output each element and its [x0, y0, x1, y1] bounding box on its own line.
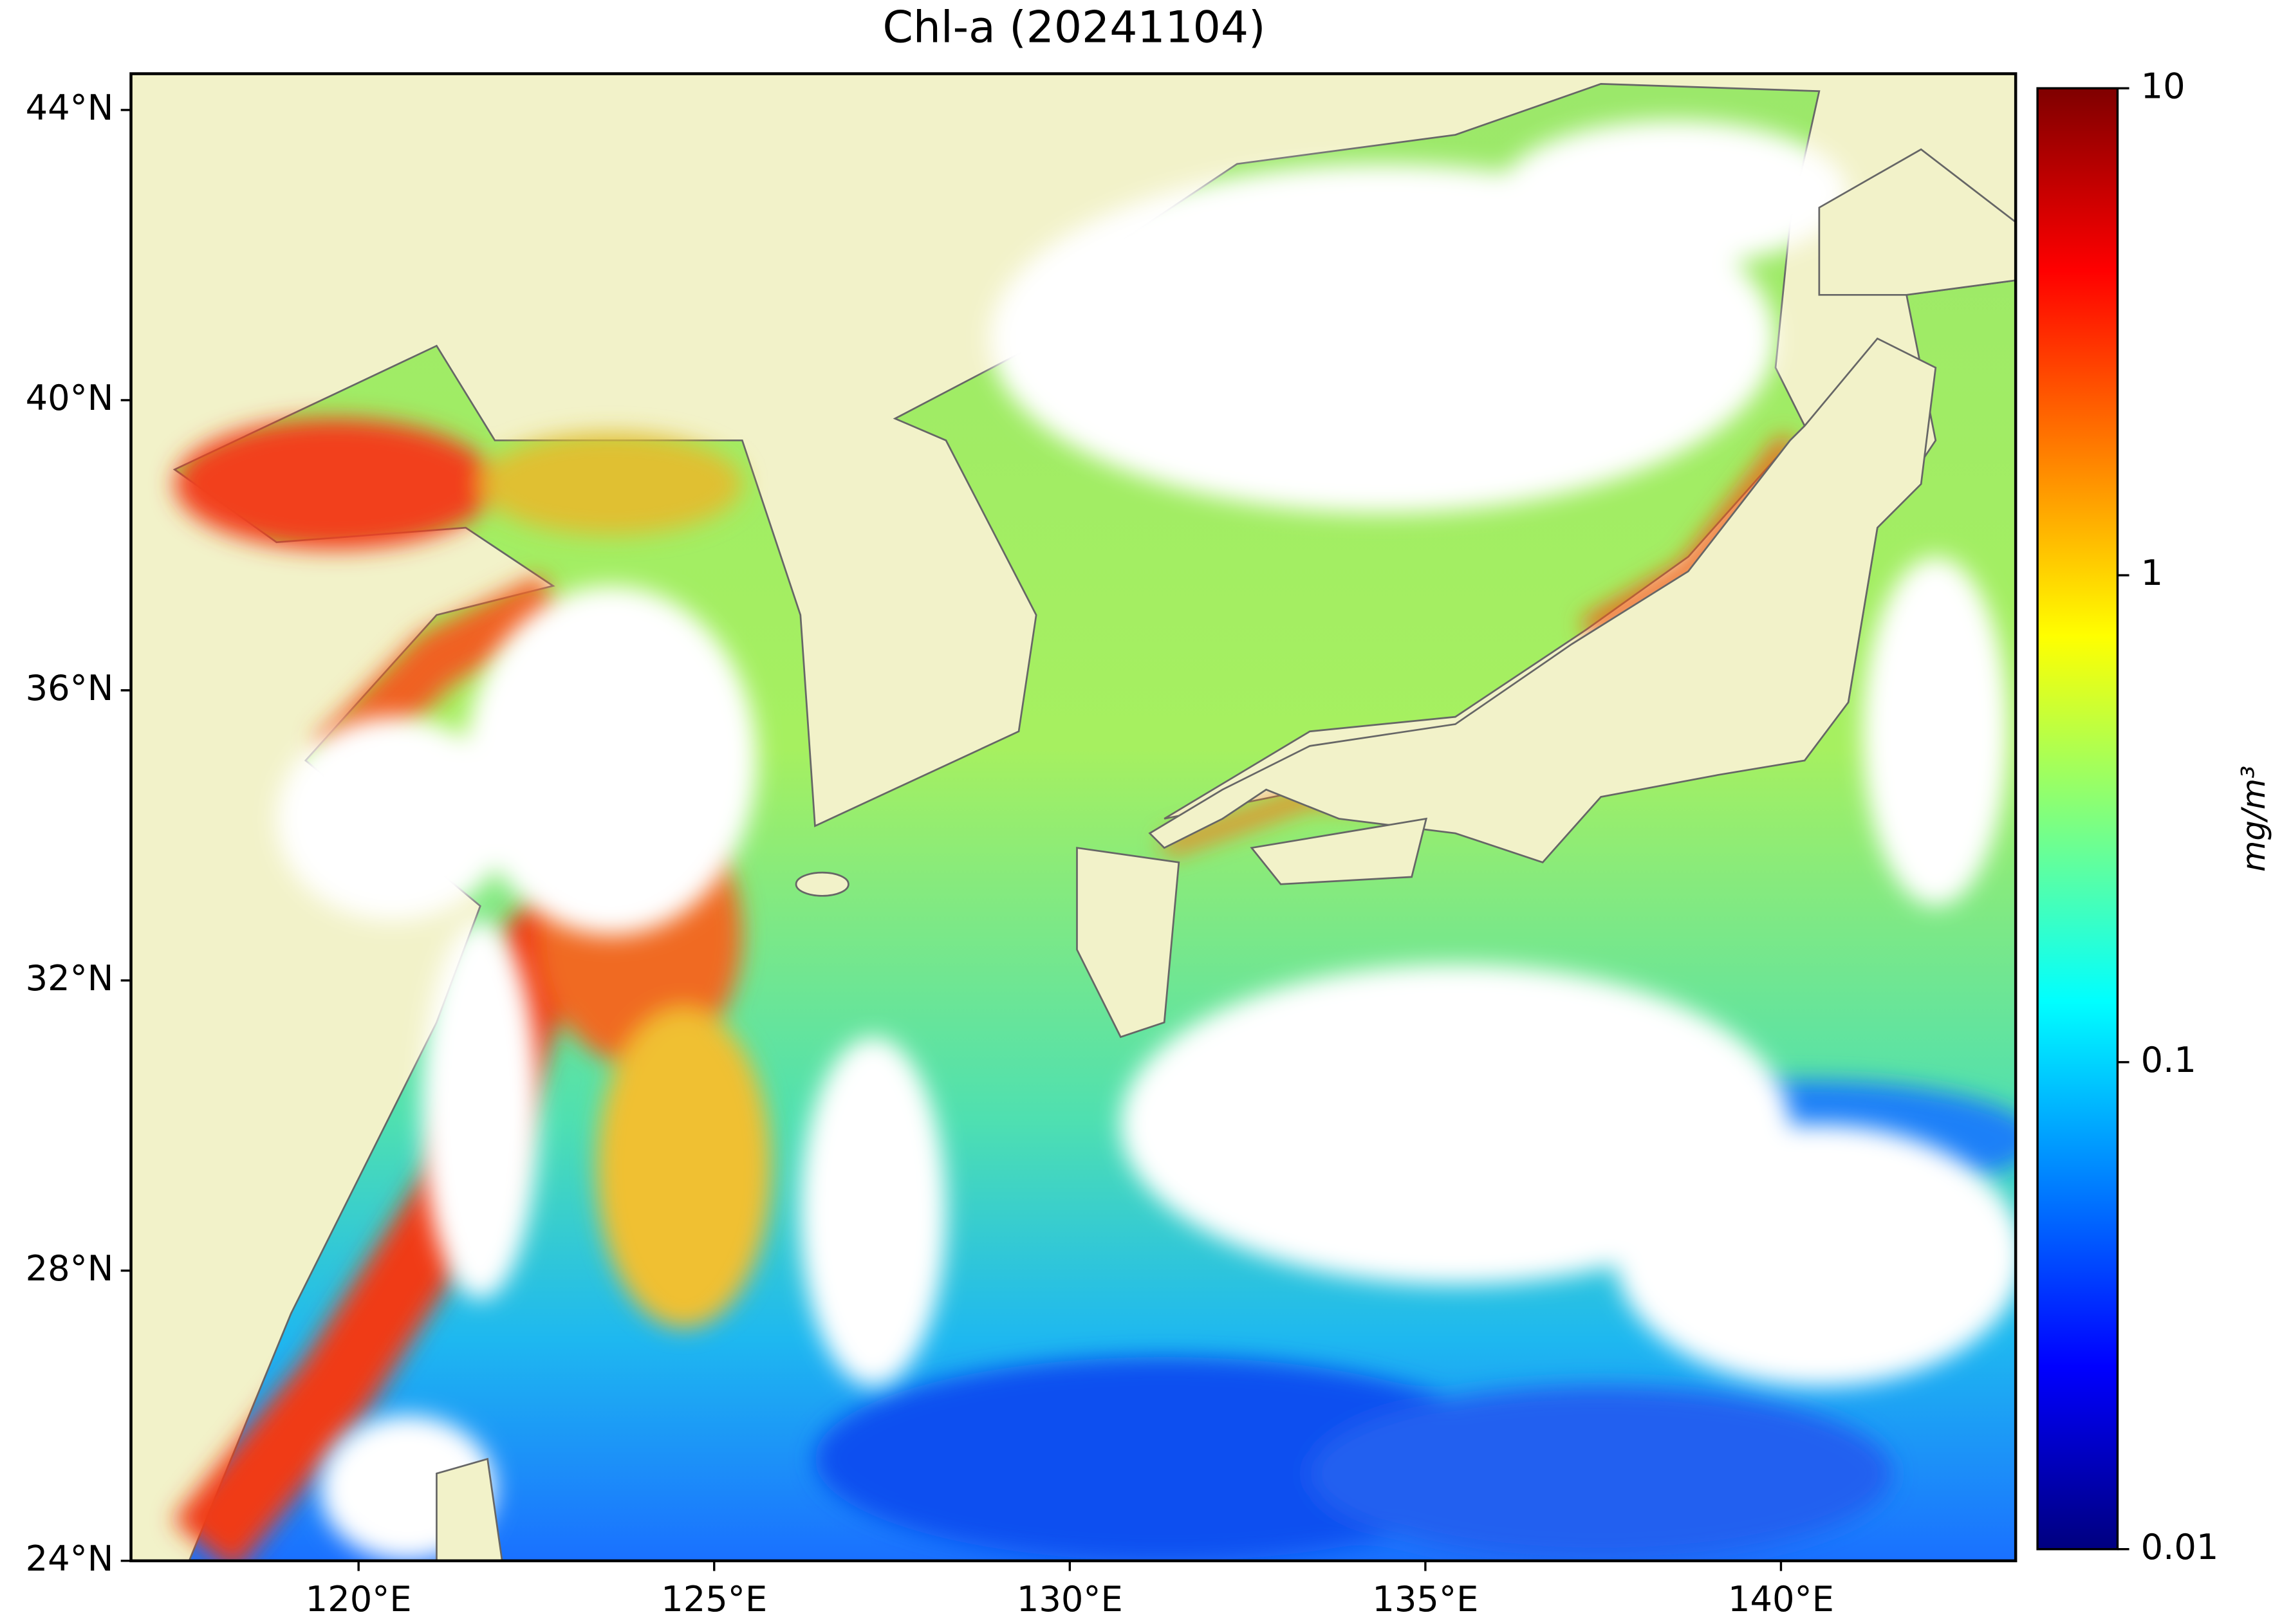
colorbar-tick-label: 1	[2141, 553, 2164, 593]
colorbar	[2036, 87, 2119, 1551]
y-tick-label: 40°N	[26, 378, 114, 418]
colorbar-tick-label: 0.1	[2141, 1040, 2196, 1080]
x-tick-label: 125°E	[661, 1579, 767, 1619]
x-tick-label: 140°E	[1728, 1579, 1834, 1619]
map	[131, 73, 2016, 1561]
x-tick-label: 120°E	[306, 1579, 412, 1619]
y-tick-label: 28°N	[26, 1248, 114, 1289]
x-tick-label: 130°E	[1017, 1579, 1123, 1619]
islands	[436, 148, 2016, 1561]
colorbar-label: mg/m³	[2235, 766, 2272, 872]
y-tick-label: 24°N	[26, 1538, 114, 1579]
cloud-mask	[276, 120, 2016, 1561]
y-tick-label: 44°N	[26, 88, 114, 128]
y-tick-label: 36°N	[26, 668, 114, 708]
axes-frame	[129, 72, 2018, 1563]
y-tick-label: 32°N	[26, 958, 114, 999]
x-tick-label: 135°E	[1372, 1579, 1478, 1619]
colorbar-tick-label: 0.01	[2141, 1527, 2219, 1567]
chart-title: Chl-a (20241104)	[882, 1, 1265, 52]
colorbar-tick-label: 10	[2141, 66, 2185, 106]
